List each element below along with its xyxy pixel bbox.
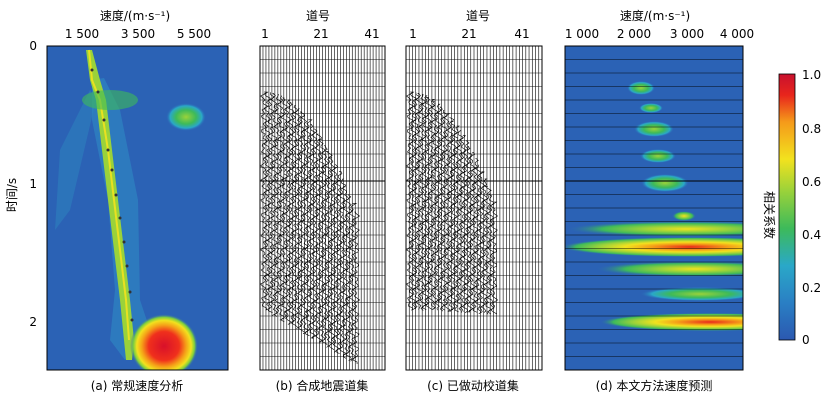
panel-d-tick-4000: 4 000 [720, 27, 754, 41]
seismic-trace [338, 178, 347, 356]
time-axis-label: 时间/s [5, 178, 19, 212]
panel-d: 速度/(m·s⁻¹) 1 000 2 000 3 000 4 000 (d) 本… [564, 8, 754, 393]
panel-a-green-blob [166, 103, 206, 131]
seismic-trace [430, 101, 439, 310]
panel-c-tick-1: 1 [409, 27, 417, 41]
picked-velocity-points [90, 68, 134, 322]
seismic-trace [348, 203, 358, 362]
seismic-trace [334, 171, 344, 354]
seismic-trace [424, 97, 433, 310]
seismic-trace [283, 99, 292, 325]
panel-b-tick-1: 1 [261, 27, 269, 41]
seismic-trace [266, 92, 275, 313]
panel-b-traces [259, 91, 361, 365]
panel-c-top-label: 道号 [466, 9, 490, 23]
panel-a: 速度/(m·s⁻¹) 1 500 3 500 5 500 [46, 8, 229, 393]
semblance-ridge [86, 50, 134, 360]
seismic-trace [452, 125, 461, 313]
seismic-trace [486, 193, 495, 315]
seismic-trace [434, 103, 443, 311]
panel-c-tick-41: 41 [514, 27, 529, 41]
panel-c-tick-21: 21 [461, 27, 476, 41]
panel-a-tick-3500: 3 500 [121, 27, 155, 41]
panel-c-caption: (c) 已做动校道集 [427, 378, 519, 393]
panel-a-tick-1500: 1 500 [65, 27, 99, 41]
seismic-trace [280, 97, 289, 323]
seismic-trace [412, 92, 421, 309]
colorbar-tick-0: 0 [802, 333, 810, 347]
seismic-trace [418, 94, 427, 311]
seismic-trace [449, 121, 458, 312]
panel-d-top-label: 速度/(m·s⁻¹) [620, 8, 690, 23]
seismic-trace [483, 186, 492, 315]
panel-d-tick-2000: 2 000 [617, 27, 651, 41]
colorbar-tick-0-4: 0.4 [802, 228, 821, 242]
panel-b-top-label: 道号 [306, 9, 330, 23]
colorbar-tick-0-8: 0.8 [802, 122, 821, 136]
seismic-trace [440, 110, 449, 311]
panel-b: 道号 1 21 41 (b) 合成地震道集 [259, 9, 386, 393]
seismic-trace [310, 128, 320, 340]
colorbar-gradient [778, 73, 796, 341]
seismic-trace [304, 119, 313, 337]
colorbar-label: 相关系数 [762, 191, 777, 239]
seismic-trace [446, 117, 455, 312]
seismic-trace [405, 91, 415, 311]
seismic-trace [276, 95, 286, 321]
colorbar-tick-0-2: 0.2 [802, 281, 821, 295]
seismic-trace [489, 201, 499, 315]
time-tick-2: 2 [29, 315, 37, 329]
panel-a-hot-blob [130, 314, 198, 370]
panel-d-grid [565, 59, 743, 357]
panel-d-tick-3000: 3 000 [670, 27, 704, 41]
time-tick-1: 1 [29, 177, 37, 191]
colorbar-tick-0-6: 0.6 [802, 175, 821, 189]
seismic-trace [458, 135, 467, 312]
seismic-trace [259, 91, 269, 311]
time-tick-0: 0 [29, 39, 37, 53]
seismic-trace [290, 105, 299, 328]
seismic-trace [273, 94, 282, 317]
panel-c: 道号 1 21 41 (c) 已做动校道集 [405, 9, 543, 393]
panel-b-tick-21: 21 [313, 27, 328, 41]
seismic-trace [468, 152, 477, 313]
seismic-trace [331, 164, 340, 353]
colorbar-tick-1-0: 1.0 [802, 68, 821, 82]
panel-d-tick-1000: 1 000 [565, 27, 599, 41]
seismic-trace [474, 164, 483, 314]
panel-b-caption: (b) 合成地震道集 [276, 378, 369, 393]
panel-d-caption: (d) 本文方法速度预测 [596, 378, 713, 393]
seismic-trace [345, 194, 354, 362]
seismic-trace [352, 211, 361, 365]
seismic-trace [465, 146, 474, 313]
seismic-trace [321, 145, 330, 346]
panel-a-caption: (a) 常规速度分析 [91, 378, 184, 393]
colorbar: 1.0 0.8 0.6 0.4 0.2 0 相关系数 [762, 68, 821, 347]
panel-c-traces [405, 91, 499, 315]
panel-a-top-label: 速度/(m·s⁻¹) [100, 8, 170, 23]
panel-b-tick-41: 41 [364, 27, 379, 41]
seismic-trace [314, 133, 323, 343]
seismic-trace [317, 139, 326, 344]
panel-a-tick-5500: 5 500 [177, 27, 211, 41]
seismic-trace [324, 151, 333, 348]
seismic-trace [415, 93, 424, 310]
seismic-trace [297, 111, 306, 333]
